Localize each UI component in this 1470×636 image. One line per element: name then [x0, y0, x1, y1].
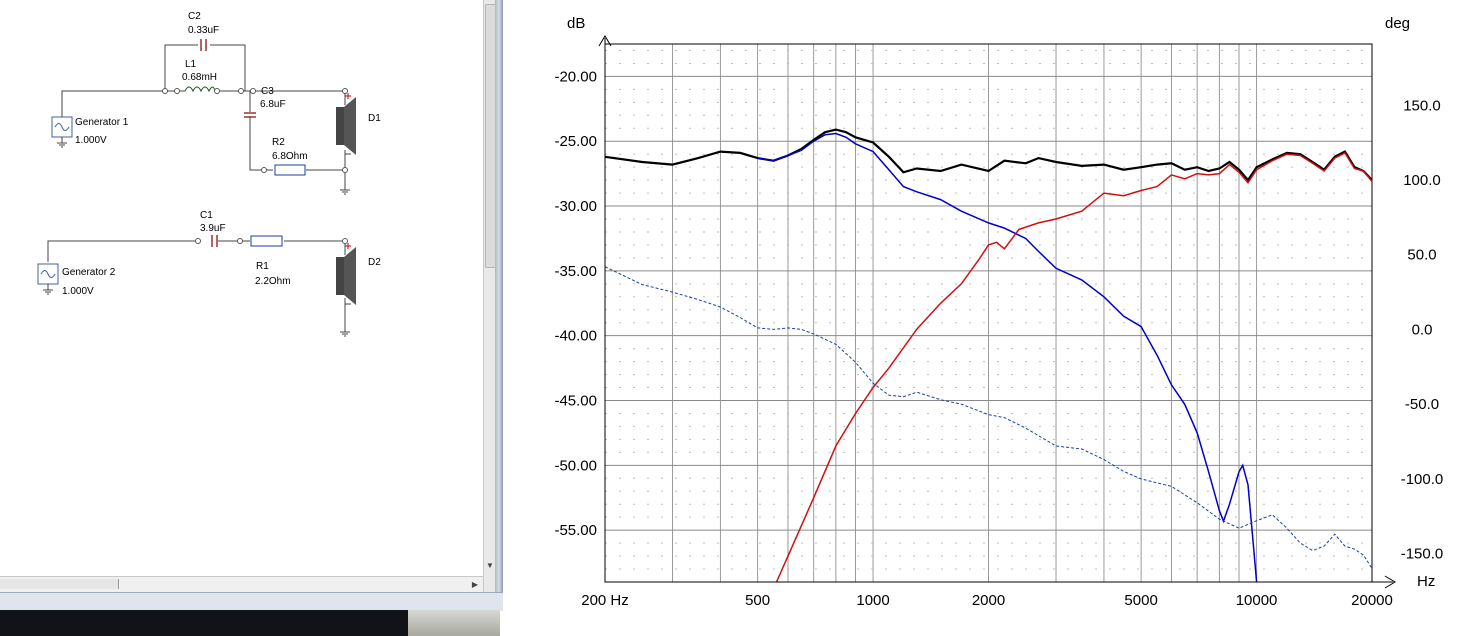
speaker-d1-symbol [336, 93, 356, 155]
scroll-down-arrow-icon[interactable]: ▼ [486, 561, 494, 570]
y2-tick-label: -150.0 [1401, 546, 1444, 563]
chart-series [604, 128, 1373, 583]
x-tick-label: 5000 [1124, 592, 1157, 609]
c2-value: 0.33uF [188, 25, 219, 36]
c1-value: 3.9uF [200, 223, 226, 234]
series-line-1 [757, 132, 1258, 583]
horizontal-scrollbar-thumb[interactable] [0, 579, 119, 589]
y-tick-label: -45.00 [554, 393, 597, 410]
y-tick-label: -55.00 [554, 522, 597, 539]
generator-1-name: Generator 1 [75, 117, 129, 128]
generator-1-value: 1.000V [75, 135, 107, 146]
schematic-diagram: C2 0.33uF L1 0.68mH C3 6.8uF R2 6.8Ohm D… [37, 11, 381, 337]
taskbar [0, 610, 408, 636]
y2-tick-label: 100.0 [1403, 172, 1441, 189]
frequency-response-chart: -20.00 -25.00 -30.00 -35.00 -40.00 -45.00 -50.… [554, 15, 1444, 609]
x-tick-label: 2000 [972, 592, 1005, 609]
schematic-canvas[interactable]: C2 0.33uF L1 0.68mH C3 6.8uF R2 6.8Ohm D… [0, 0, 483, 593]
d1-name: D1 [368, 113, 381, 124]
x-tick-label: 200 Hz [581, 592, 629, 609]
left-axis-unit: dB [567, 15, 585, 32]
x-tick-label: 20000 [1351, 592, 1393, 609]
y-tick-label: -40.00 [554, 328, 597, 345]
y2-tick-label: 50.0 [1407, 247, 1436, 264]
x-tick-label: 500 [745, 592, 770, 609]
c2-name: C2 [188, 11, 201, 22]
y-tick-label: -35.00 [554, 263, 597, 280]
r1-name: R1 [256, 261, 269, 272]
d2-name: D2 [368, 257, 381, 268]
c3-value: 6.8uF [260, 99, 286, 110]
y2-tick-label: -50.0 [1405, 396, 1439, 413]
horizontal-scrollbar[interactable]: ▶ [0, 576, 483, 593]
l1-name: L1 [185, 59, 197, 70]
y-tick-label: -50.00 [554, 457, 597, 474]
chart-grid [604, 44, 1373, 582]
generator-2-name: Generator 2 [62, 267, 116, 278]
series-line-3 [604, 266, 1373, 569]
speaker-d2-symbol [336, 243, 356, 305]
c1-name: C1 [200, 210, 213, 221]
generator-1-symbol [51, 116, 73, 148]
series-line-2 [775, 151, 1373, 583]
r2-name: R2 [272, 137, 285, 148]
generator-2-symbol [37, 263, 59, 295]
l1-value: 0.68mH [182, 72, 217, 83]
x-tick-label: 10000 [1236, 592, 1278, 609]
y-tick-label: -20.00 [554, 68, 597, 85]
y2-tick-label: -100.0 [1401, 471, 1444, 488]
r2-value: 6.8Ohm [272, 151, 308, 162]
axis-arrows [598, 35, 1396, 589]
scroll-right-arrow-icon[interactable]: ▶ [471, 580, 479, 589]
r1-value: 2.2Ohm [255, 276, 291, 287]
right-axis-unit: deg [1385, 15, 1410, 32]
taskbar-thumbnail[interactable] [408, 610, 500, 636]
x-tick-label: 1000 [856, 592, 889, 609]
y-tick-label: -25.00 [554, 133, 597, 150]
y-tick-label: -30.00 [554, 198, 597, 215]
generator-2-value: 1.000V [62, 286, 94, 297]
window-bottom-border [0, 592, 503, 611]
y2-tick-label: 0.0 [1412, 321, 1433, 338]
x-axis-unit: Hz [1417, 573, 1435, 590]
window-border [495, 0, 503, 610]
c3-name: C3 [261, 86, 274, 97]
y2-tick-label: 150.0 [1403, 97, 1441, 114]
